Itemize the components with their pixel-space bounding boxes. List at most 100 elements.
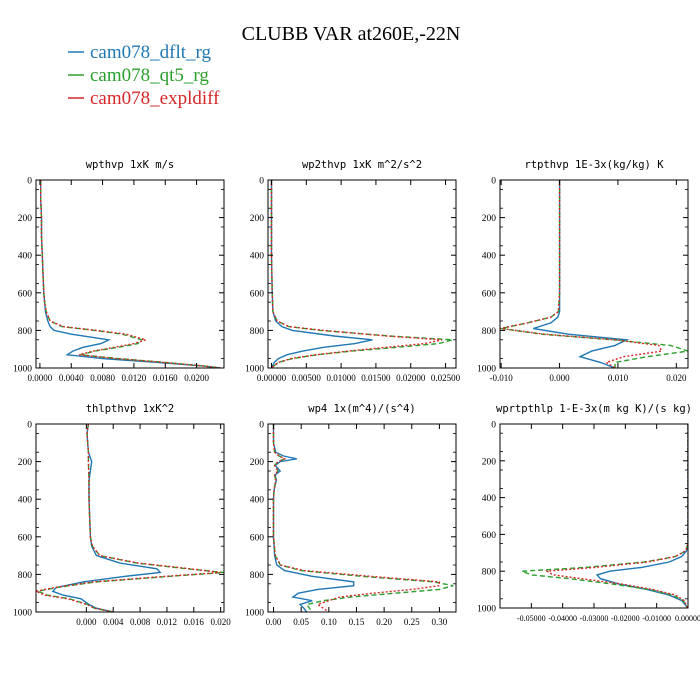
y-tick-label: 0 [259,421,264,431]
plot-frame [267,423,457,613]
y-tick-label: 400 [482,252,497,262]
x-tick-label: 0.004 [103,617,124,627]
y-tick-label: 0 [259,177,264,187]
panel-title: wp4 1x(m^4)/(s^4) [308,403,415,415]
x-tick-label: -0.01000 [642,614,671,623]
x-tick-label: 0.15 [349,617,365,627]
x-tick-label: 0.20 [376,617,392,627]
y-tick-label: 1000 [477,605,496,615]
series-line-cam078-expldiff [272,424,441,612]
x-tick-label: 0.008 [130,617,151,627]
series-line-cam078-dflt-rg [595,424,688,608]
series-line-cam078-dflt-rg [51,424,162,612]
x-tick-label: 0.0080 [90,373,115,383]
x-tick-label: 0.00500 [292,373,322,383]
y-tick-label: 800 [18,327,33,337]
x-tick-label: 0.012 [157,617,177,627]
panel-3: rtpthvp 1E-3x(kg/kg) K 0 200 400 600 800 1000-… [477,159,689,383]
x-tick-label: 0.02000 [396,373,426,383]
x-tick-label: 0.0160 [153,373,178,383]
series-line-cam078-qt5-rg [521,424,688,608]
panel-title: wp2thvp 1xK m^2/s^2 [302,159,422,171]
panel-title: rtpthvp 1E-3x(kg/kg) K [524,159,664,171]
x-tick-label: 0.000 [549,373,570,383]
series-line-cam078-expldiff [544,424,688,608]
x-tick-label: 0.10 [321,617,337,627]
y-tick-label: 400 [18,496,33,506]
y-tick-label: 200 [482,457,497,467]
series-line-cam078-expldiff [500,180,663,368]
panel-4: thlpthvp 1xK^2 0 200 400 600 800 1000 0.000 0.00… [13,403,231,627]
x-tick-label: 0.0000 [28,373,53,383]
legend-label: cam078_qt5_rg [90,65,209,86]
y-tick-label: 200 [250,214,265,224]
plot-frame [499,179,689,369]
y-tick-label: 400 [482,494,497,504]
y-tick-label: 800 [250,571,265,581]
y-tick-label: 1000 [245,365,264,375]
x-tick-label: -0.04000 [548,614,577,623]
x-tick-label: 0.00000 [675,614,700,623]
panel-title: wprtpthlp 1-E-3x(m kg K)/(s kg) [496,403,692,415]
y-tick-label: 400 [250,252,265,262]
y-tick-label: 600 [18,289,33,299]
series-line-cam078-qt5-rg [272,424,454,612]
plot-frame [35,423,225,613]
x-tick-label: 0.020 [211,617,232,627]
x-tick-label: -0.05000 [517,614,546,623]
x-tick-label: -0.02000 [611,614,640,623]
x-tick-label: 0.000 [76,617,97,627]
legend-label: cam078_expldiff [90,88,220,109]
y-tick-label: 600 [250,533,265,543]
x-tick-label: 0.0120 [122,373,147,383]
y-tick-label: 600 [250,289,265,299]
x-tick-label: -0.03000 [580,614,609,623]
x-tick-label: 0.00 [266,617,282,627]
x-tick-label: 0.00000 [257,373,287,383]
x-tick-label: 0.01500 [361,373,391,383]
panel-6: wprtpthlp 1-E-3x(m kg K)/(s kg)0 200 400 60… [477,403,700,623]
x-tick-label: 0.010 [608,373,629,383]
series-line-cam078-qt5-rg [36,424,224,612]
panel-2: wp2thvp 1xK m^2/s^2020040060080010000.00… [245,159,461,383]
y-tick-label: 400 [18,252,33,262]
y-tick-label: 0 [491,177,496,187]
y-tick-label: 800 [250,327,265,337]
plot-frame [35,179,225,369]
y-tick-label: 0 [27,177,32,187]
x-tick-label: 0.30 [432,617,448,627]
x-tick-label: 0.01000 [326,373,356,383]
panel-title: wpthvp 1xK m/s [86,159,175,171]
x-tick-label: 0.02500 [431,373,461,383]
y-tick-label: 200 [18,458,33,468]
x-tick-label: 0.0040 [59,373,84,383]
y-tick-label: 800 [18,571,33,581]
y-tick-label: 0 [27,421,32,431]
y-tick-label: 1000 [13,609,32,619]
y-tick-label: 800 [482,327,497,337]
legend-label: cam078_dflt_rg [90,42,212,63]
series-line-cam078-dflt-rg [272,424,355,612]
legend: cam078_dflt_rgcam078_qt5_rgcam078_expldi… [68,42,220,109]
series-line-cam078-expldiff [36,424,221,612]
y-tick-label: 200 [18,214,33,224]
panel-title: thlpthvp 1xK^2 [86,403,175,415]
x-tick-label: 0.020 [666,373,687,383]
y-tick-label: 600 [482,289,497,299]
y-tick-label: 600 [482,531,497,541]
series-line-cam078-expldiff [270,180,443,368]
x-tick-label: 0.016 [184,617,205,627]
y-tick-label: 200 [482,214,497,224]
y-tick-label: 400 [250,496,265,506]
series-line-cam078-dflt-rg [533,180,630,368]
y-tick-label: 1000 [245,609,264,619]
x-tick-label: -0.010 [490,373,514,383]
series-line-cam078-dflt-rg [40,180,221,368]
figure-title: CLUBB VAR at260E,-22N [242,23,461,45]
x-tick-label: 0.25 [404,617,420,627]
series-line-cam078-qt5-rg [501,180,688,368]
